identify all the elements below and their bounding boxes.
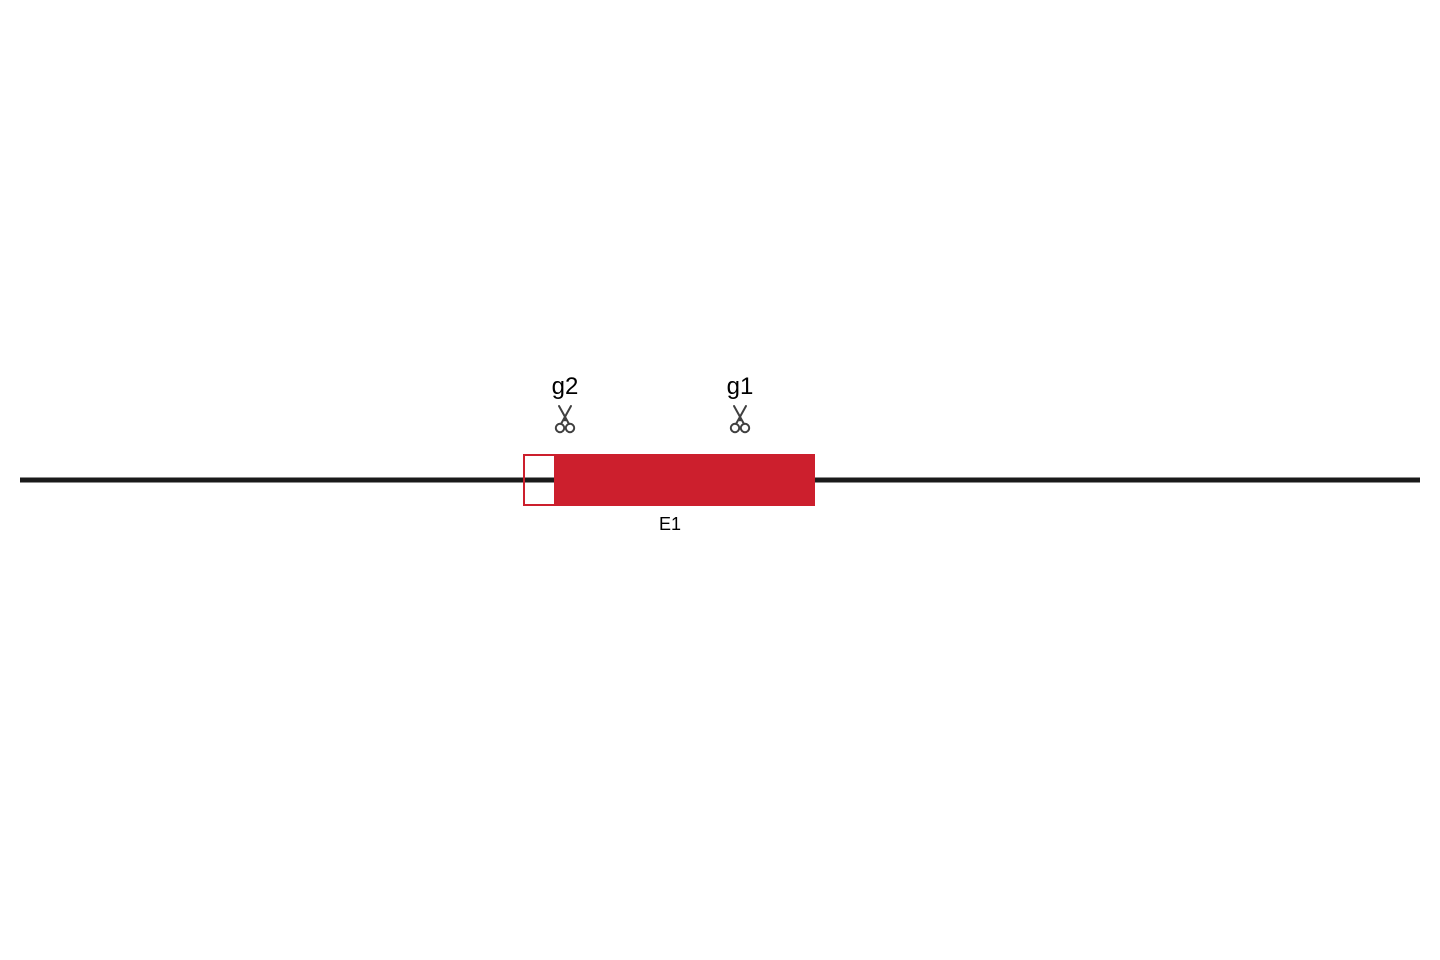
- gene-diagram: E1 g2 g1: [0, 0, 1440, 960]
- exon-label: E1: [659, 514, 681, 534]
- guide-label-g2: g2: [552, 373, 579, 400]
- exon-coding: [554, 455, 814, 505]
- guide-label-g1: g1: [727, 373, 754, 400]
